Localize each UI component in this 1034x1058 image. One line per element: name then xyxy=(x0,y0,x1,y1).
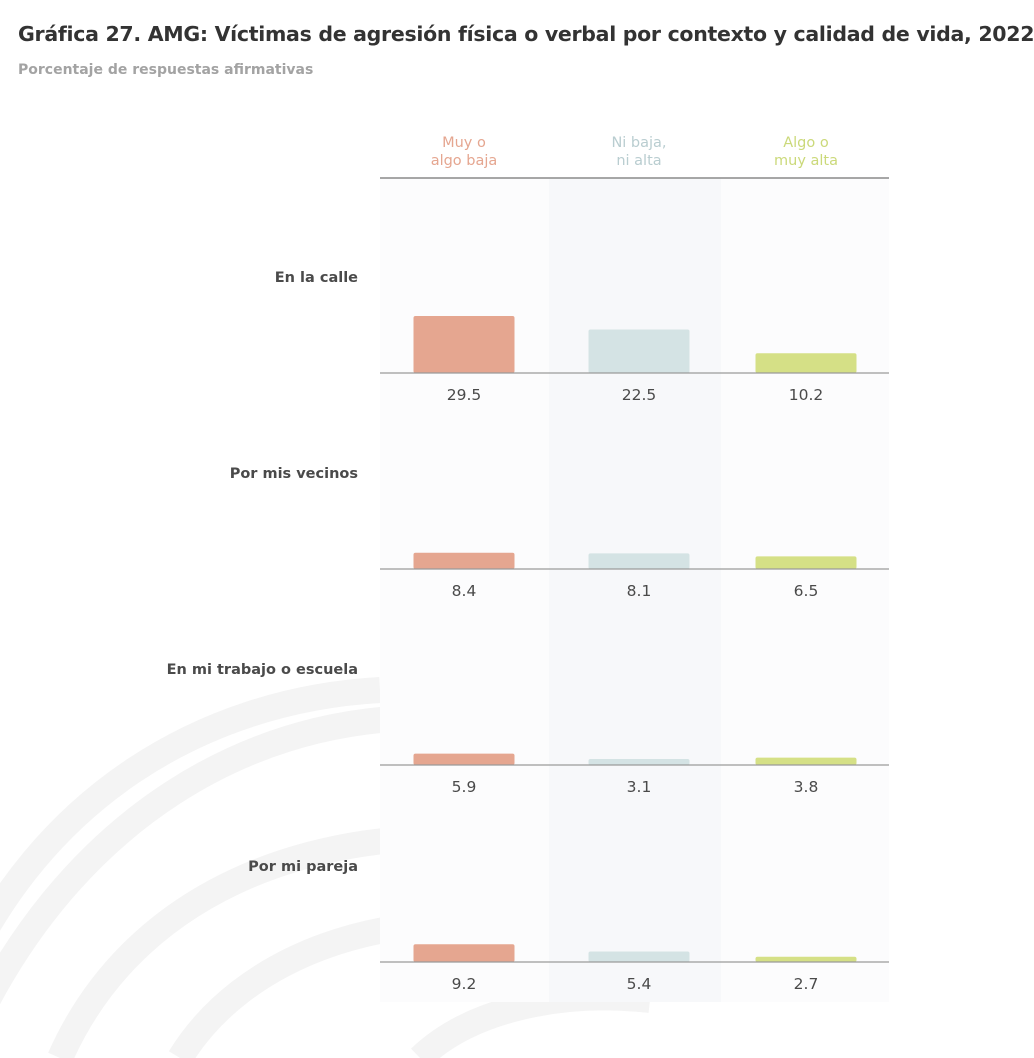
bar-value-label: 29.5 xyxy=(447,386,482,404)
column-header-label: algo baja xyxy=(431,153,498,169)
bar xyxy=(588,553,690,569)
bar xyxy=(588,951,690,962)
bar-value-label: 5.4 xyxy=(627,975,652,993)
bar-value-label: 6.5 xyxy=(794,582,819,600)
bar xyxy=(755,956,857,962)
bar-value-label: 9.2 xyxy=(452,975,477,993)
bar-value-label: 10.2 xyxy=(789,386,824,404)
bar xyxy=(413,552,515,569)
row-label: Por mi pareja xyxy=(248,859,358,875)
bar xyxy=(588,759,690,765)
row-label: Por mis vecinos xyxy=(230,466,358,482)
chart-subtitle: Porcentaje de respuestas afirmativas xyxy=(18,62,314,78)
row-label: En la calle xyxy=(275,270,358,286)
column-header-label: Muy o xyxy=(442,135,486,151)
column-header-label: Algo o xyxy=(783,135,829,151)
bar xyxy=(413,944,515,962)
bar xyxy=(755,757,857,765)
bar xyxy=(755,353,857,373)
chart-title: Gráfica 27. AMG: Víctimas de agresión fí… xyxy=(18,22,1034,46)
bar xyxy=(755,556,857,569)
column-header-label: Ni baja, xyxy=(611,135,666,151)
bar-value-label: 22.5 xyxy=(622,386,657,404)
bar-value-label: 3.8 xyxy=(794,778,819,796)
column-band-left xyxy=(380,178,549,1002)
column-header-label: ni alta xyxy=(616,153,661,169)
bar-value-label: 8.1 xyxy=(627,582,652,600)
bar-value-label: 8.4 xyxy=(452,582,477,600)
bar xyxy=(413,315,515,373)
bar xyxy=(588,329,690,373)
bar xyxy=(413,753,515,765)
bar-value-label: 2.7 xyxy=(794,975,819,993)
bar-value-label: 3.1 xyxy=(627,778,652,796)
bar-value-label: 5.9 xyxy=(452,778,477,796)
column-band-middle xyxy=(549,178,721,1002)
row-label: En mi trabajo o escuela xyxy=(167,662,358,678)
column-header-label: muy alta xyxy=(774,153,838,169)
column-band-right xyxy=(721,178,889,1002)
